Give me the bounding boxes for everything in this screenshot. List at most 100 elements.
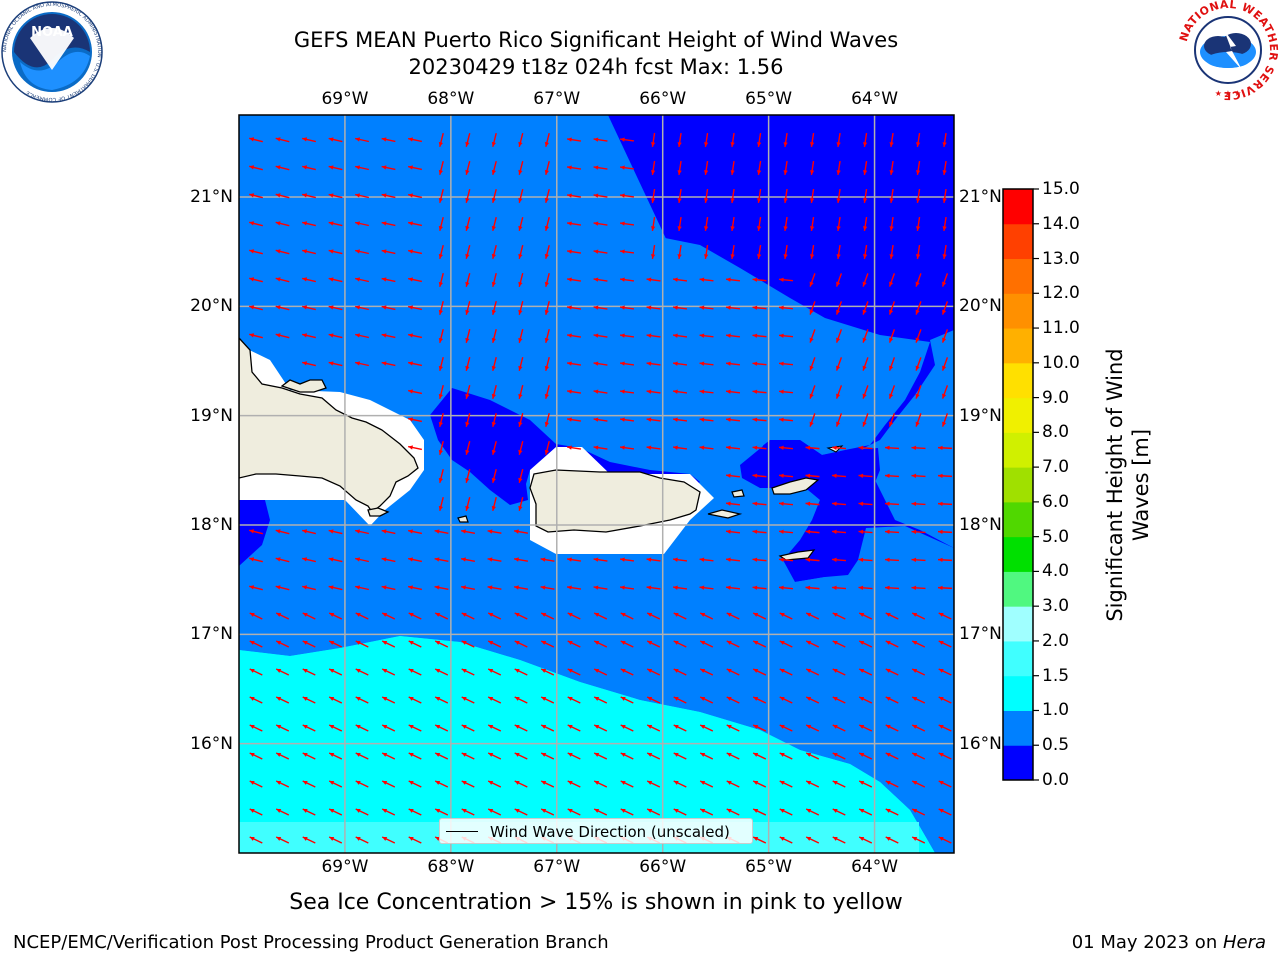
wave-direction-arrow [461,808,475,816]
wave-direction-arrow [491,301,497,315]
wave-direction-arrow [646,696,661,704]
wave-direction-arrow [862,385,869,399]
wave-direction-arrow [884,529,900,535]
wave-direction-arrow [328,780,343,788]
wave-direction-arrow [889,244,894,260]
colorbar-segment [1003,293,1033,329]
wave-direction-arrow [249,277,263,283]
wave-direction-arrow [249,668,263,676]
wave-direction-arrow [646,752,661,760]
wave-direction-arrow [911,780,926,788]
wave-direction-arrow [465,329,471,343]
wave-direction-arrow [915,160,921,176]
wave-direction-arrow [779,612,793,620]
colorbar-tick-label: 4.0 [1042,561,1070,582]
wave-direction-arrow [593,389,608,394]
wave-direction-arrow [302,668,316,676]
wave-direction-arrow [275,333,290,339]
wave-direction-arrow [677,188,682,204]
wave-direction-arrow [942,216,947,232]
wave-direction-arrow [619,137,635,142]
wave-direction-arrow [778,585,794,590]
wave-direction-arrow [646,445,661,450]
wave-direction-arrow [779,696,793,704]
wave-direction-arrow [726,752,740,760]
wave-direction-arrow [725,473,741,478]
legend-label: Wind Wave Direction (unscaled) [490,823,730,841]
wave-direction-arrow [438,469,444,483]
wave-direction-arrow [862,273,869,287]
wave-direction-arrow [514,696,528,704]
lat-tick-right: 16°N [959,733,1002,754]
wave-direction-arrow [355,808,369,816]
colorbar-tick-label: 1.5 [1042,665,1070,686]
lat-tick-left: 19°N [190,405,233,426]
wave-direction-arrow [465,497,471,511]
wave-direction-arrow [752,529,767,534]
wave-direction-arrow [619,277,635,282]
wave-direction-arrow [487,585,502,590]
wave-direction-arrow [491,245,497,259]
wave-direction-arrow [619,221,635,226]
wave-direction-arrow [619,165,635,170]
colorbar-segment [1003,362,1033,399]
wave-direction-arrow [885,696,899,704]
wave-direction-arrow [699,640,714,648]
wave-direction-arrow [487,808,502,816]
wave-direction-arrow [381,585,396,591]
wave-direction-arrow [544,245,550,259]
land-culebra [731,489,745,498]
wave-direction-arrow [408,249,422,255]
wave-direction-arrow [408,529,422,535]
wave-direction-arrow [911,668,926,676]
colorbar-tick-label: 9.0 [1042,387,1070,408]
wave-direction-arrow [778,529,794,534]
wave-direction-arrow [888,413,896,427]
wave-direction-arrow [752,473,767,478]
wave-direction-arrow [461,752,475,760]
wave-direction-arrow [862,160,868,176]
wave-direction-arrow [249,137,263,143]
wave-direction-arrow [805,445,820,450]
wave-direction-arrow [699,445,714,450]
wave-direction-arrow [249,221,263,227]
wave-direction-arrow [593,780,608,788]
wave-direction-arrow [355,668,369,676]
footer-right: 01 May 2023 on Hera [1072,932,1266,953]
wave-direction-arrow [593,221,608,226]
wave-direction-arrow [302,557,316,563]
wave-direction-arrow [779,808,793,816]
colorbar-tick-label: 5.0 [1042,526,1070,547]
wave-direction-arrow [752,752,767,760]
wave-direction-arrow [355,361,369,367]
wave-direction-arrow [911,473,926,479]
wave-direction-arrow [408,557,422,563]
wave-direction-arrow [355,696,369,704]
wave-direction-arrow [514,780,528,788]
wave-direction-arrow [858,724,873,732]
wave-direction-arrow [885,640,899,648]
wave-direction-arrow [514,808,528,816]
wave-direction-arrow [942,244,947,260]
lon-tick-top: 69°W [321,89,369,109]
wave-direction-arrow [381,808,396,816]
wave-direction-arrow [756,132,762,148]
wave-direction-arrow [673,724,687,732]
wave-direction-arrow [725,501,741,506]
wave-direction-arrow [328,557,343,563]
wave-direction-arrow [831,585,847,590]
wave-direction-arrow [832,780,846,788]
wave-direction-arrow [566,193,582,198]
wave-direction-arrow [725,445,741,450]
wave-direction-arrow [672,445,688,450]
wave-direction-arrow [699,808,714,816]
wave-direction-arrow [673,640,687,648]
wave-direction-arrow [328,529,343,535]
wave-direction-arrow [302,752,316,760]
wave-direction-arrow [544,441,550,455]
wave-direction-arrow [938,752,952,760]
wave-direction-arrow [249,333,263,339]
wave-direction-arrow [514,612,528,620]
wave-direction-arrow [809,188,815,204]
wave-direction-arrow [699,668,714,676]
